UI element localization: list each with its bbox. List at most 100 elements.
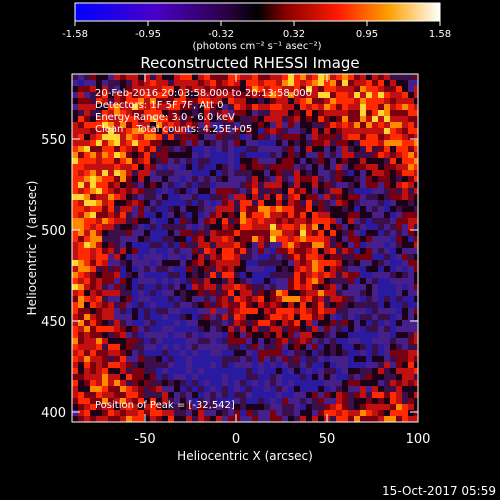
heatmap-cell [318,146,324,152]
heatmap-cell [414,410,418,416]
heatmap-cell [72,206,78,212]
heatmap-cell [84,188,90,194]
heatmap-cell [222,194,228,200]
heatmap-cell [264,356,270,362]
heatmap-cell [330,92,336,98]
heatmap-cell [408,248,414,254]
heatmap-cell [126,266,132,272]
heatmap-cell [162,104,168,110]
heatmap-cell [234,194,240,200]
heatmap-cell [234,74,240,80]
heatmap-cell [372,134,378,140]
heatmap-cell [204,362,210,368]
heatmap-cell [168,74,174,80]
heatmap-cell [156,158,162,164]
heatmap-cell [228,152,234,158]
heatmap-cell [396,254,402,260]
heatmap-cell [138,332,144,338]
heatmap-cell [156,326,162,332]
heatmap-cell [186,308,192,314]
heatmap-cell [222,338,228,344]
heatmap-cell [384,230,390,236]
heatmap-cell [396,380,402,386]
heatmap-cell [300,170,306,176]
heatmap-cell [402,110,408,116]
heatmap-cell [276,158,282,164]
heatmap-cell [216,386,222,392]
heatmap-cell [258,374,264,380]
heatmap-cell [78,236,84,242]
heatmap-cell [360,320,366,326]
heatmap-cell [282,284,288,290]
heatmap-cell [126,290,132,296]
heatmap-cell [366,410,372,416]
heatmap-cell [204,164,210,170]
heatmap-cell [204,284,210,290]
heatmap-cell [132,134,138,140]
heatmap-cell [378,314,384,320]
x-tick-label: 100 [406,432,431,447]
heatmap-cell [114,92,120,98]
heatmap-cell [78,290,84,296]
heatmap-cell [288,182,294,188]
heatmap-cell [72,326,78,332]
heatmap-cell [336,374,342,380]
heatmap-cell [240,398,246,404]
heatmap-cell [156,170,162,176]
heatmap-cell [114,266,120,272]
heatmap-cell [342,284,348,290]
heatmap-cell [366,362,372,368]
heatmap-cell [360,206,366,212]
heatmap-cell [252,80,258,86]
heatmap-cell [360,104,366,110]
heatmap-cell [258,116,264,122]
heatmap-cell [390,296,396,302]
heatmap-cell [414,386,418,392]
heatmap-cell [186,80,192,86]
heatmap-cell [240,164,246,170]
heatmap-cell [336,230,342,236]
heatmap-cell [234,362,240,368]
heatmap-cell [96,116,102,122]
heatmap-cell [306,266,312,272]
heatmap-cell [342,134,348,140]
heatmap-cell [270,110,276,116]
heatmap-cell [330,272,336,278]
heatmap-cell [270,356,276,362]
heatmap-cell [78,200,84,206]
heatmap-cell [252,182,258,188]
heatmap-cell [90,224,96,230]
heatmap-cell [210,314,216,320]
heatmap-cell [90,110,96,116]
heatmap-cell [168,104,174,110]
heatmap-cell [246,98,252,104]
heatmap-cell [156,314,162,320]
heatmap-cell [120,146,126,152]
heatmap-cell [324,152,330,158]
heatmap-cell [264,254,270,260]
heatmap-cell [402,128,408,134]
heatmap-cell [396,410,402,416]
heatmap-cell [150,158,156,164]
heatmap-cell [258,260,264,266]
heatmap-cell [156,350,162,356]
heatmap-cell [354,230,360,236]
heatmap-cell [384,398,390,404]
heatmap-cell [348,260,354,266]
heatmap-cell [162,254,168,260]
heatmap-cell [234,290,240,296]
heatmap-cell [228,416,234,422]
heatmap-cell [168,278,174,284]
heatmap-cell [294,326,300,332]
heatmap-cell [204,218,210,224]
heatmap-cell [336,254,342,260]
heatmap-cell [288,314,294,320]
heatmap-cell [108,386,114,392]
heatmap-cell [300,116,306,122]
heatmap-cell [336,362,342,368]
heatmap-cell [252,224,258,230]
heatmap-cell [102,164,108,170]
heatmap-cell [330,128,336,134]
heatmap-cell [258,386,264,392]
heatmap-cell [330,206,336,212]
